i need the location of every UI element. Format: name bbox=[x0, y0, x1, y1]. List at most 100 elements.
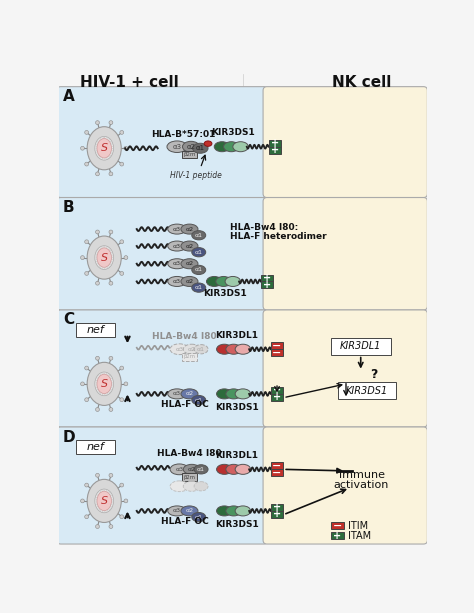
Circle shape bbox=[96, 172, 100, 176]
Bar bbox=[271, 342, 283, 349]
Ellipse shape bbox=[192, 512, 206, 522]
Text: α2: α2 bbox=[185, 227, 193, 232]
Circle shape bbox=[85, 398, 89, 402]
Ellipse shape bbox=[217, 506, 232, 516]
Ellipse shape bbox=[226, 389, 241, 399]
Ellipse shape bbox=[181, 241, 198, 251]
Ellipse shape bbox=[192, 283, 206, 292]
Text: HLA-Bw4 I80:: HLA-Bw4 I80: bbox=[230, 223, 298, 232]
Ellipse shape bbox=[95, 246, 114, 270]
Text: B: B bbox=[63, 200, 75, 215]
Text: α2: α2 bbox=[185, 391, 193, 397]
Bar bbox=[330, 531, 345, 539]
Text: HLA-B*57:01: HLA-B*57:01 bbox=[151, 130, 216, 139]
Text: KIR3DS1: KIR3DS1 bbox=[215, 403, 259, 412]
Text: S: S bbox=[100, 379, 108, 389]
Bar bbox=[182, 473, 197, 481]
Text: KIR3DS1: KIR3DS1 bbox=[203, 289, 247, 299]
Circle shape bbox=[120, 272, 124, 275]
FancyBboxPatch shape bbox=[57, 86, 268, 197]
Ellipse shape bbox=[235, 389, 251, 399]
Ellipse shape bbox=[181, 276, 198, 286]
Text: KIR3DS1: KIR3DS1 bbox=[346, 386, 388, 396]
Text: α1: α1 bbox=[195, 267, 203, 272]
Bar bbox=[182, 353, 197, 361]
Text: +: + bbox=[273, 386, 281, 395]
Text: −: − bbox=[273, 461, 282, 471]
Text: KIR3DL1: KIR3DL1 bbox=[340, 341, 382, 351]
Circle shape bbox=[124, 382, 128, 386]
Circle shape bbox=[120, 483, 124, 487]
Text: α2: α2 bbox=[188, 467, 196, 472]
Circle shape bbox=[120, 162, 124, 166]
Ellipse shape bbox=[194, 482, 208, 491]
Ellipse shape bbox=[207, 276, 222, 286]
Circle shape bbox=[120, 240, 124, 244]
Ellipse shape bbox=[181, 389, 198, 399]
Ellipse shape bbox=[192, 395, 206, 405]
Text: D: D bbox=[63, 430, 76, 444]
Bar bbox=[271, 511, 283, 518]
Bar bbox=[76, 323, 115, 337]
FancyBboxPatch shape bbox=[263, 310, 428, 427]
Bar bbox=[76, 440, 115, 454]
Ellipse shape bbox=[224, 142, 239, 151]
Circle shape bbox=[81, 147, 84, 150]
Circle shape bbox=[124, 147, 128, 150]
Bar bbox=[268, 140, 281, 147]
Text: activation: activation bbox=[334, 480, 389, 490]
Text: S: S bbox=[100, 143, 108, 153]
Ellipse shape bbox=[97, 139, 111, 158]
Text: immune: immune bbox=[338, 471, 384, 481]
Ellipse shape bbox=[217, 345, 232, 354]
Text: α1: α1 bbox=[195, 514, 203, 520]
FancyBboxPatch shape bbox=[263, 427, 428, 544]
Circle shape bbox=[96, 473, 100, 477]
Bar bbox=[271, 349, 283, 356]
Ellipse shape bbox=[192, 143, 208, 153]
Text: +: + bbox=[263, 280, 271, 290]
Circle shape bbox=[109, 121, 113, 124]
Text: α1: α1 bbox=[195, 233, 203, 238]
Text: α3: α3 bbox=[175, 347, 183, 352]
Text: +: + bbox=[271, 139, 279, 148]
Ellipse shape bbox=[95, 372, 114, 396]
Ellipse shape bbox=[170, 481, 189, 492]
Ellipse shape bbox=[217, 464, 232, 474]
Text: KIR3DL1: KIR3DL1 bbox=[215, 331, 258, 340]
Text: α2: α2 bbox=[185, 261, 193, 266]
Circle shape bbox=[124, 499, 128, 503]
Text: +: + bbox=[273, 503, 281, 512]
Circle shape bbox=[96, 230, 100, 234]
Text: HLA-Bw4 I80: HLA-Bw4 I80 bbox=[153, 332, 217, 341]
Circle shape bbox=[85, 515, 89, 519]
FancyBboxPatch shape bbox=[57, 197, 268, 310]
Bar bbox=[261, 281, 273, 288]
Ellipse shape bbox=[168, 276, 186, 286]
Bar bbox=[338, 383, 396, 399]
FancyBboxPatch shape bbox=[263, 197, 428, 310]
Text: α3: α3 bbox=[173, 227, 181, 232]
Circle shape bbox=[85, 272, 89, 275]
Circle shape bbox=[85, 240, 89, 244]
Ellipse shape bbox=[181, 506, 198, 516]
Text: −: − bbox=[273, 348, 282, 357]
FancyBboxPatch shape bbox=[57, 310, 268, 427]
Ellipse shape bbox=[204, 141, 212, 147]
Ellipse shape bbox=[87, 236, 121, 279]
Ellipse shape bbox=[192, 230, 206, 240]
Circle shape bbox=[109, 230, 113, 234]
Text: α1: α1 bbox=[197, 347, 205, 352]
Text: α3: α3 bbox=[173, 243, 181, 248]
Text: C: C bbox=[63, 313, 74, 327]
Bar bbox=[271, 504, 283, 511]
Circle shape bbox=[120, 366, 124, 370]
Bar bbox=[330, 338, 391, 354]
Ellipse shape bbox=[183, 464, 201, 474]
Bar bbox=[271, 387, 283, 394]
Text: KIR3DL1: KIR3DL1 bbox=[215, 451, 258, 460]
Text: β2m: β2m bbox=[183, 152, 196, 157]
Text: S: S bbox=[100, 253, 108, 262]
Text: HIV-1 + cell: HIV-1 + cell bbox=[80, 75, 178, 90]
Text: α3: α3 bbox=[173, 391, 181, 397]
